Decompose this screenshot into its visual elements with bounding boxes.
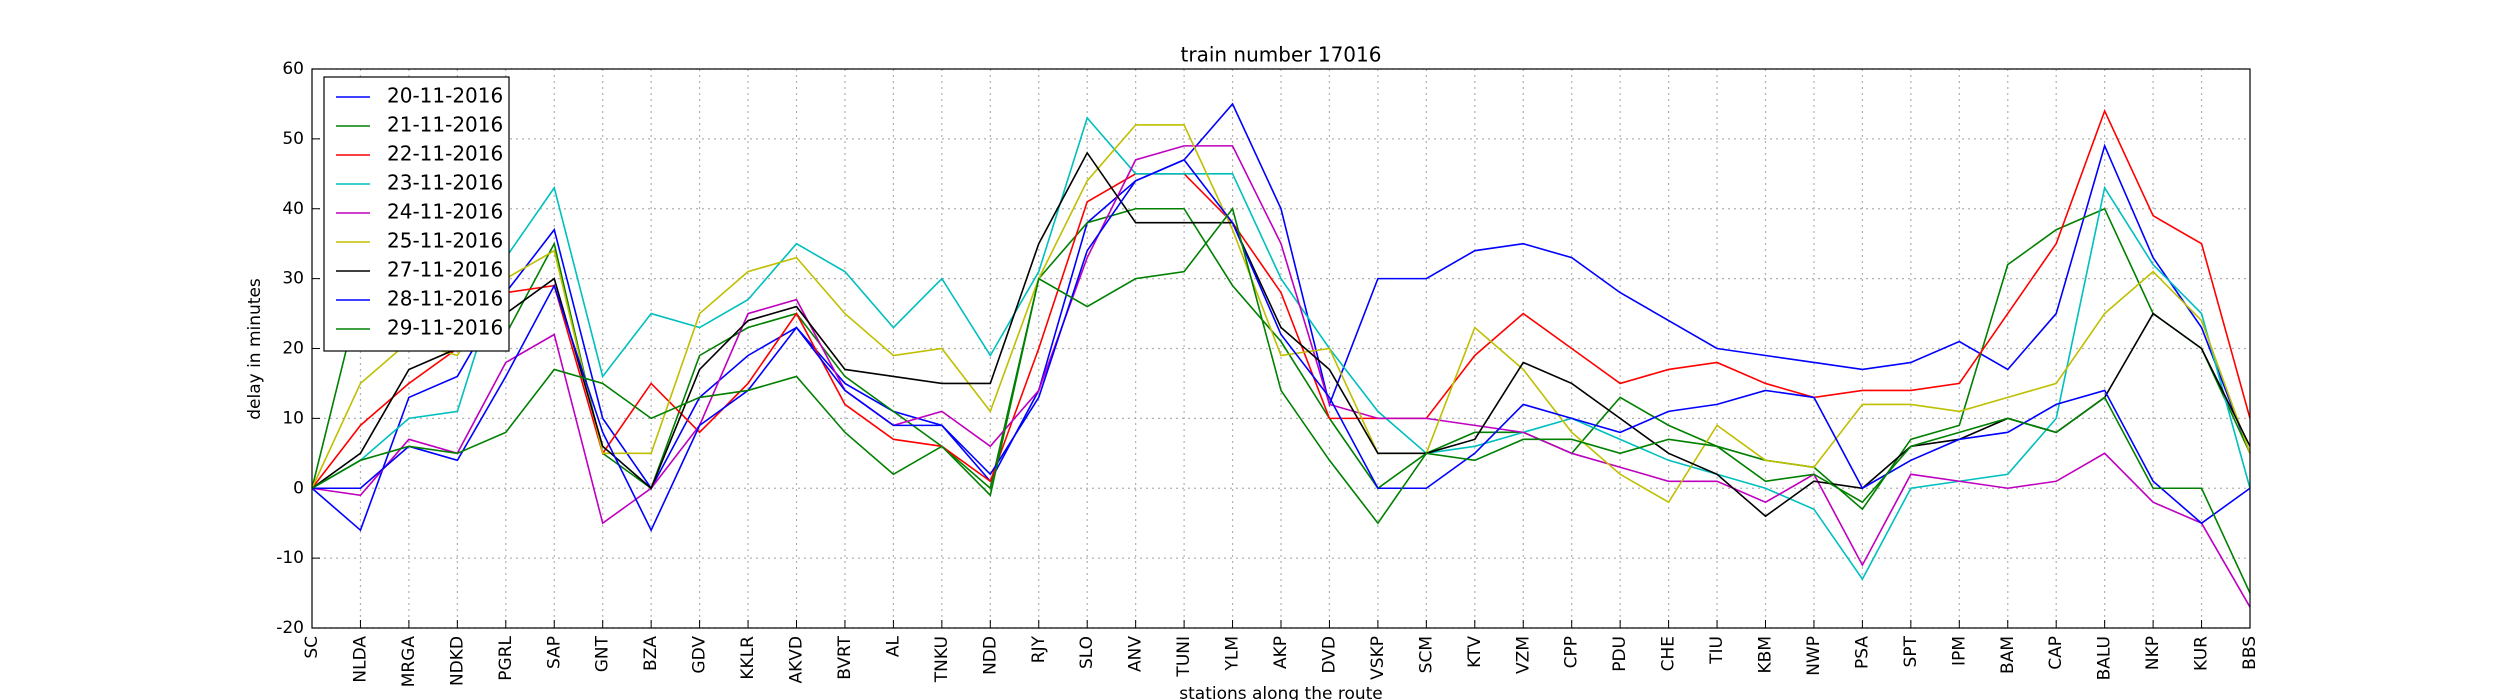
series-line (311, 124, 2251, 504)
x-tick-label: CHE (1659, 636, 1679, 671)
x-tick-label: NWP (1804, 636, 1824, 676)
x-tick-label: VSKP (1368, 636, 1388, 680)
x-tick-label: PGRL (496, 635, 516, 680)
series-line (311, 116, 2251, 581)
x-tick-label: SCM (1416, 636, 1436, 673)
legend-box (323, 76, 510, 352)
plot-frame (311, 68, 2251, 629)
x-tick-label: BALU (2095, 636, 2115, 680)
x-tick-label: BAM (1998, 636, 2018, 674)
y-tick-label: -10 (276, 548, 304, 568)
x-tick-label: BVRT (835, 635, 855, 679)
legend-label: 25-11-2016 (387, 229, 503, 253)
x-tick-label: VZM (1513, 636, 1533, 674)
x-tick-label: BZA (641, 636, 661, 671)
x-tick-label: NKP (2143, 636, 2163, 670)
y-axis-label: delay in minutes (245, 278, 265, 420)
x-tick-label: BBS (2240, 636, 2260, 670)
x-tick-label: SC (302, 636, 322, 659)
legend-label: 27-11-2016 (387, 258, 503, 282)
legend-label: 20-11-2016 (387, 84, 503, 108)
chart-title: train number 17016 (1181, 43, 1382, 67)
series-line (312, 158, 2251, 533)
series-line (311, 102, 2251, 532)
y-tick-label: 50 (282, 129, 304, 149)
x-tick-label: PDU (1610, 636, 1630, 672)
x-tick-label: AKVD (787, 636, 807, 684)
legend-label: 23-11-2016 (387, 171, 503, 195)
x-tick-label: CAP (2046, 636, 2066, 670)
x-tick-label: KBM (1756, 636, 1776, 673)
x-tick-label: MRGA (399, 636, 419, 688)
legend-label: 22-11-2016 (387, 142, 503, 166)
x-tick-label: SPT (1901, 635, 1921, 667)
series-line (311, 207, 2251, 511)
x-tick-label: YLM (1223, 636, 1243, 672)
x-tick-label: NDKD (447, 636, 467, 686)
y-tick-label: 40 (282, 199, 304, 219)
x-tick-label: KUR (2192, 636, 2212, 671)
x-tick-label: SAP (544, 636, 564, 669)
y-tick-label: 20 (282, 339, 304, 359)
legend-label: 24-11-2016 (387, 200, 503, 224)
x-tick-label: NDD (980, 636, 1000, 675)
legend: 20-11-2016 21-11-2016 22-11-2016 23-11-2016… (323, 76, 510, 352)
y-tick-label: 60 (282, 59, 304, 79)
y-tick-label: 0 (293, 478, 304, 498)
series-line (311, 151, 2251, 518)
legend-label: 29-11-2016 (387, 316, 503, 340)
y-tick-label: 30 (282, 269, 304, 289)
x-tick-label: TIU (1707, 636, 1727, 665)
series-line (311, 145, 2251, 608)
x-tick-label: IPM (1949, 636, 1969, 666)
x-tick-label: SLO (1077, 636, 1097, 669)
y-tick-label: 10 (282, 408, 304, 428)
legend-label: 28-11-2016 (387, 287, 503, 311)
x-tick-label: ANV (1126, 636, 1146, 672)
x-axis-label: stations along the route (1179, 684, 1383, 700)
x-tick-label: AKP (1271, 636, 1291, 669)
x-tick-label: KTV (1465, 636, 1485, 668)
x-tick-label: DVD (1319, 636, 1339, 674)
x-tick-label: GDV (690, 636, 710, 674)
series-line (311, 206, 2251, 594)
x-tick-label: TUNI (1174, 636, 1194, 678)
x-tick-label: RJY (1029, 635, 1049, 663)
x-tick-label: GNT (593, 635, 613, 672)
x-tick-label: TNKU (932, 636, 952, 683)
x-tick-label: CPP (1562, 636, 1582, 668)
x-tick-label: AL (883, 635, 903, 657)
x-tick-label: KKLR (738, 636, 758, 680)
x-tick-label: NLDA (350, 636, 370, 683)
x-tick-label: PSA (1852, 636, 1872, 669)
legend-label: 21-11-2016 (387, 113, 503, 137)
y-tick-label: -20 (276, 618, 304, 638)
